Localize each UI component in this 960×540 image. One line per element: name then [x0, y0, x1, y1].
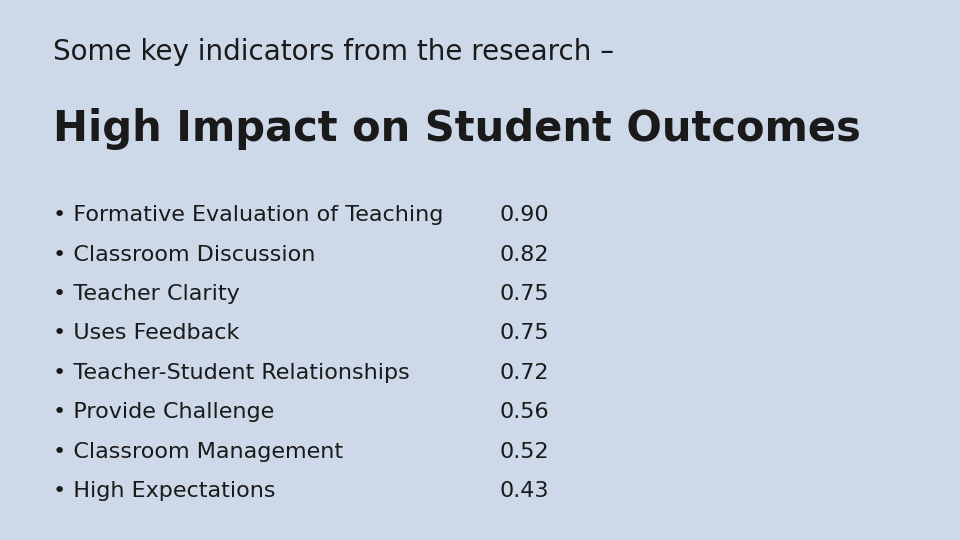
Text: 0.75: 0.75 — [499, 323, 549, 343]
Text: 0.72: 0.72 — [499, 363, 549, 383]
Text: 0.90: 0.90 — [499, 205, 549, 225]
Text: 0.56: 0.56 — [499, 402, 549, 422]
Text: • High Expectations: • High Expectations — [53, 481, 276, 501]
Text: • Uses Feedback: • Uses Feedback — [53, 323, 239, 343]
Text: 0.75: 0.75 — [499, 284, 549, 304]
Text: • Provide Challenge: • Provide Challenge — [53, 402, 274, 422]
Text: • Formative Evaluation of Teaching: • Formative Evaluation of Teaching — [53, 205, 444, 225]
Text: Some key indicators from the research –: Some key indicators from the research – — [53, 38, 614, 66]
Text: • Teacher Clarity: • Teacher Clarity — [53, 284, 240, 304]
Text: 0.43: 0.43 — [499, 481, 549, 501]
Text: 0.82: 0.82 — [499, 245, 549, 265]
Text: High Impact on Student Outcomes: High Impact on Student Outcomes — [53, 108, 861, 150]
Text: 0.52: 0.52 — [499, 442, 549, 462]
Text: • Classroom Discussion: • Classroom Discussion — [53, 245, 315, 265]
Text: • Teacher-Student Relationships: • Teacher-Student Relationships — [53, 363, 410, 383]
Text: • Classroom Management: • Classroom Management — [53, 442, 343, 462]
